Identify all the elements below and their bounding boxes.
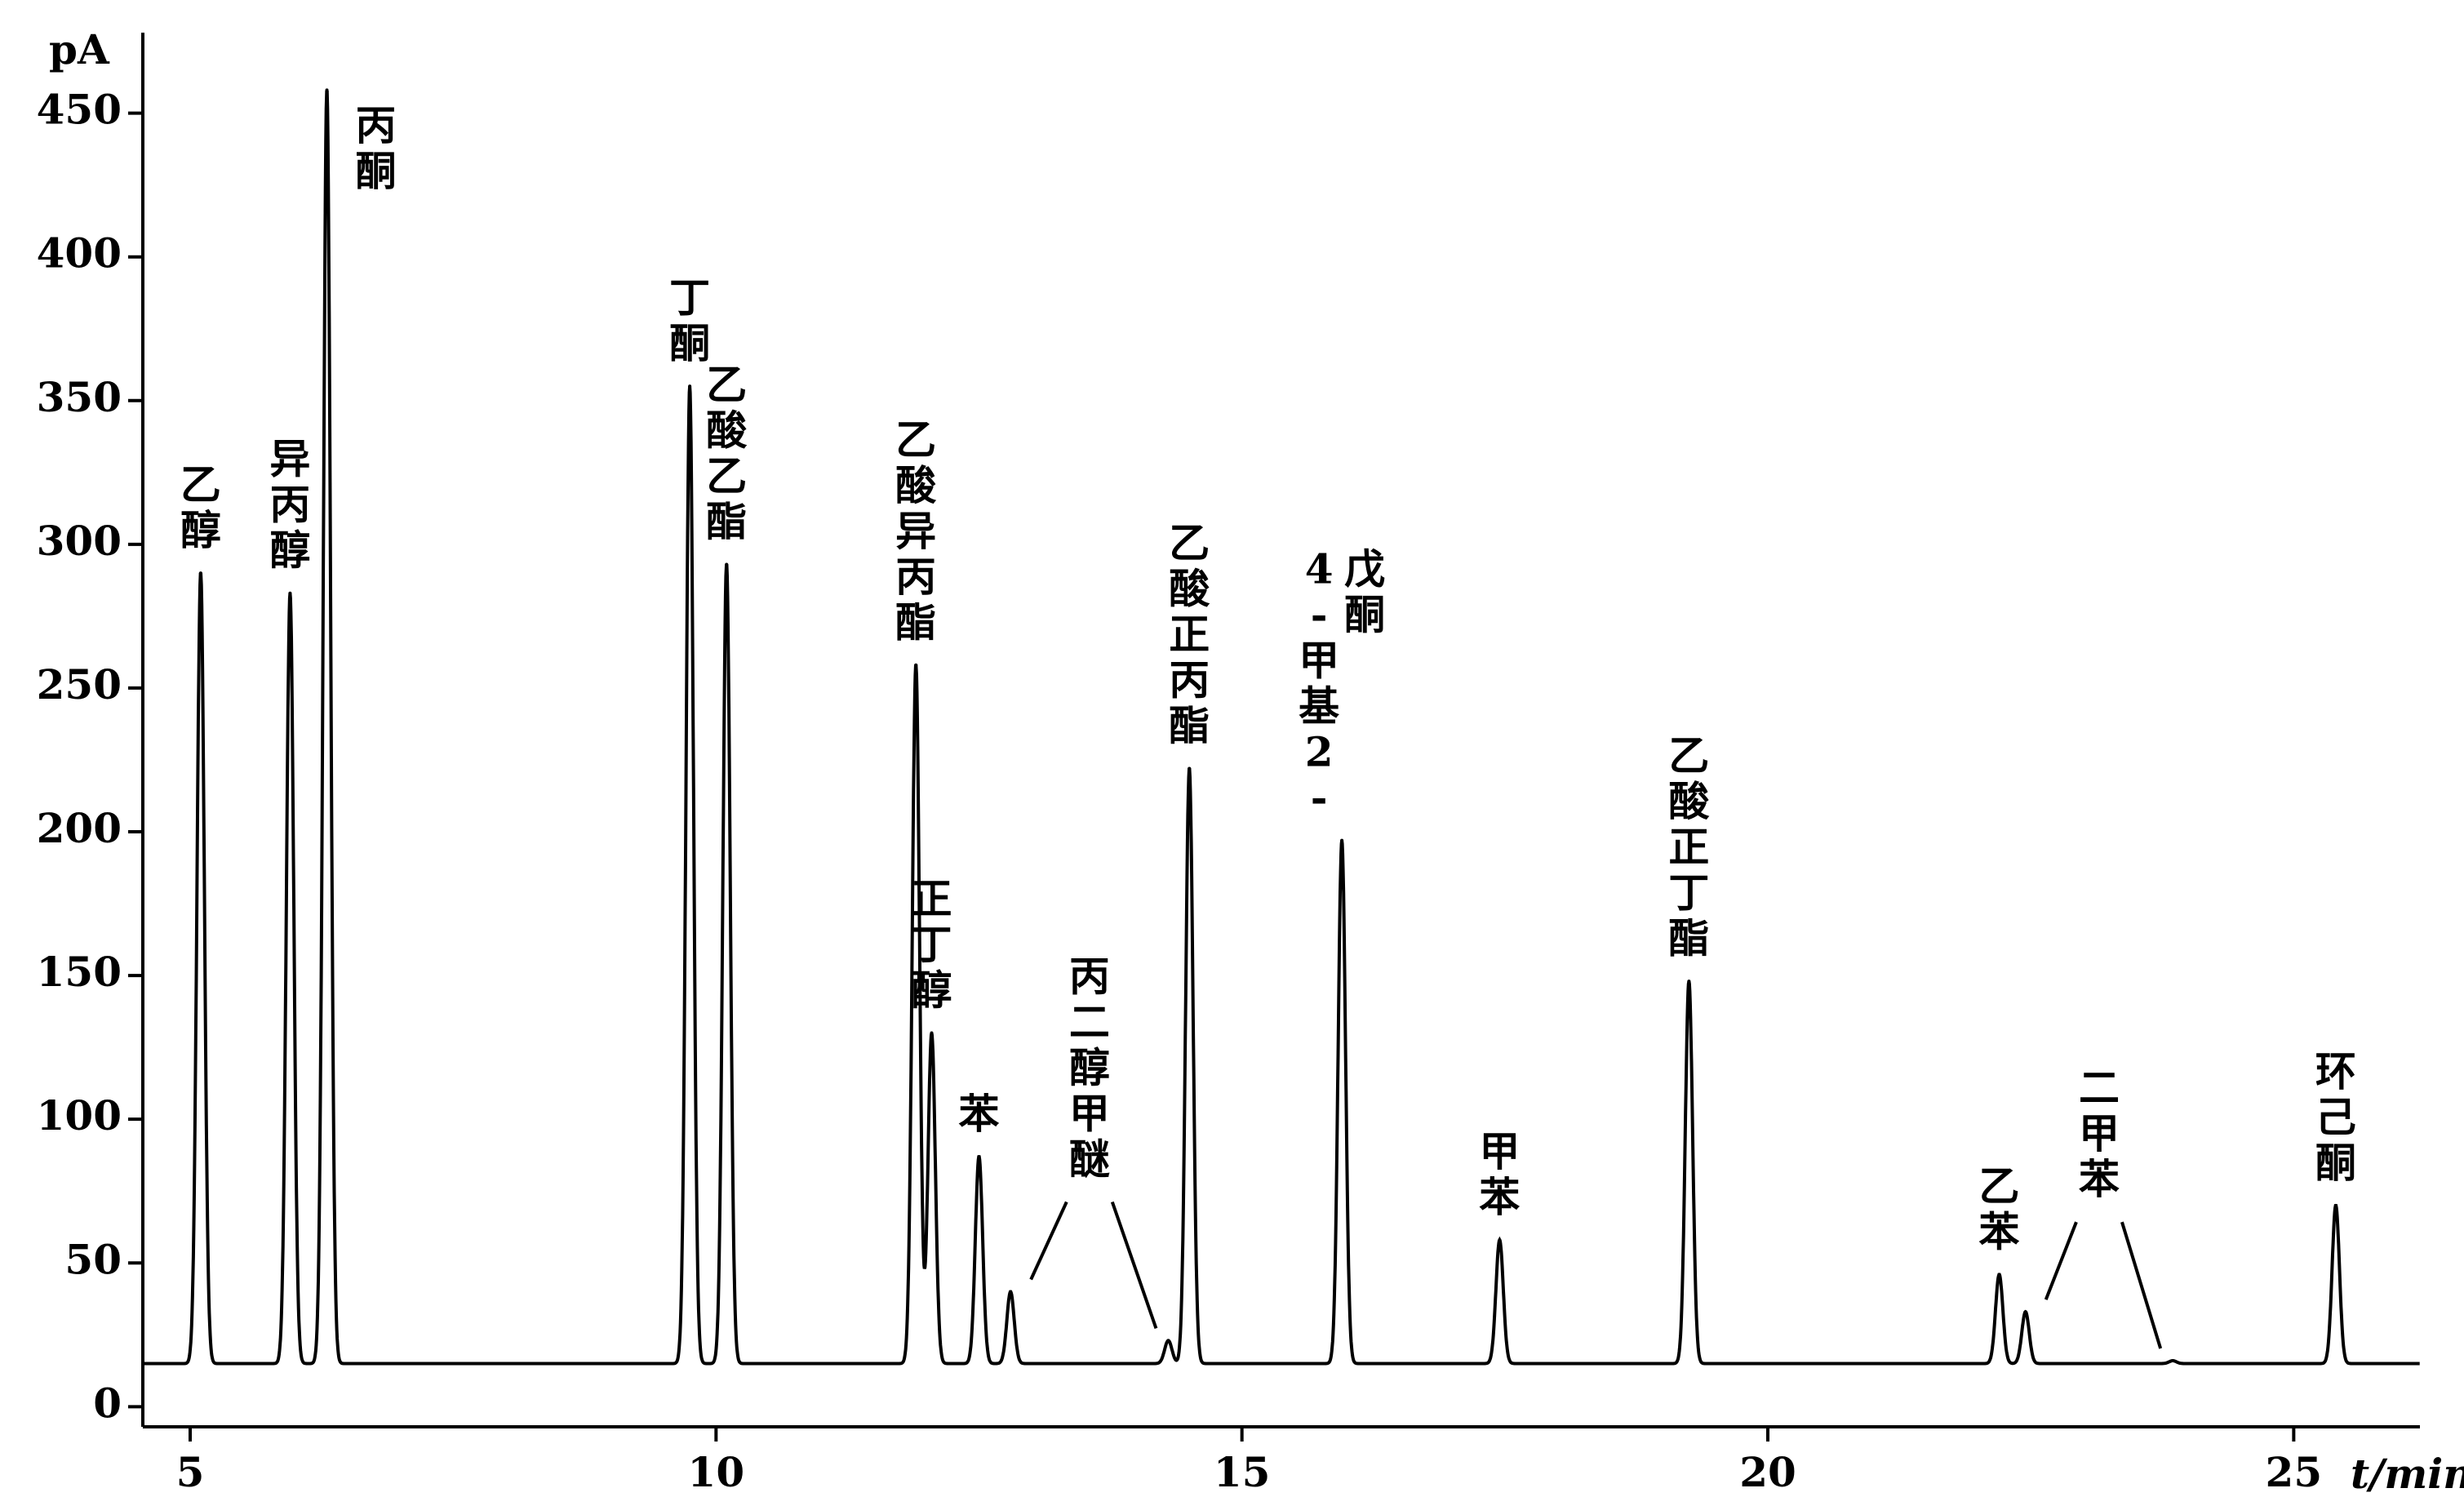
peak-apex <box>688 384 692 389</box>
y-tick-label: 0 <box>93 1379 122 1427</box>
leader <box>2044 1221 2078 1300</box>
peak-apex <box>1166 1339 1170 1343</box>
leader <box>1029 1201 1068 1281</box>
x-tick-label: 10 <box>688 1448 745 1496</box>
x-axis-label: t/min <box>2351 1450 2464 1498</box>
peak-label: 乙苯 <box>1979 1162 2020 1255</box>
x-tick-label: 15 <box>1214 1448 1271 1496</box>
peak-apex <box>198 571 202 575</box>
y-tick-label: 250 <box>37 660 122 709</box>
annotation: 二甲苯 <box>2079 1064 2120 1203</box>
peak-apex <box>288 591 292 595</box>
peak-label: 乙酸异丙酯 <box>895 415 937 646</box>
x-tick-label: 20 <box>1739 1448 1796 1496</box>
y-tick-label: 400 <box>37 229 122 278</box>
leader <box>1110 1201 1158 1330</box>
trace <box>143 91 2420 1366</box>
x-tick-label: 5 <box>176 1448 205 1496</box>
peak-label: 苯 <box>959 1090 1000 1138</box>
peak-apex <box>1009 1290 1013 1294</box>
peak-apex <box>1997 1273 2001 1277</box>
peak-apex <box>914 663 918 667</box>
y-tick-label: 350 <box>37 373 122 421</box>
peak-apex <box>2171 1359 2175 1363</box>
peak-apex <box>1498 1238 1502 1242</box>
annotation: 丙二醇甲醚 <box>1069 952 1110 1183</box>
y-tick-label: 150 <box>37 948 122 996</box>
y-axis-label: pA <box>49 25 110 73</box>
y-tick-label: 450 <box>37 86 122 134</box>
peak-apex <box>1687 980 1691 984</box>
peak-apex <box>325 88 329 92</box>
peak-label: 4 -甲基 2 -戊酮 <box>1299 545 1385 822</box>
peak-apex <box>725 562 729 566</box>
peak-label: 乙醇 <box>180 460 221 554</box>
y-tick-label: 100 <box>37 1091 122 1139</box>
peak-apex <box>1340 838 1344 842</box>
x-tick-label: 25 <box>2266 1448 2323 1496</box>
peak-apex <box>2333 1203 2337 1207</box>
peak-label: 异丙醇 <box>269 435 310 575</box>
peak-label: 乙酸正丁酯 <box>1668 731 1710 962</box>
peak-label: 正丁醇 <box>912 875 952 1015</box>
y-tick-label: 300 <box>37 517 122 565</box>
y-tick-label: 50 <box>64 1235 122 1283</box>
peak-label: 环己酮 <box>2315 1047 2356 1187</box>
peak-label: 丁酮 <box>669 273 710 367</box>
peak-label: 乙酸正丙酯 <box>1169 519 1210 750</box>
y-tick-label: 200 <box>37 804 122 852</box>
peak-apex <box>1188 766 1192 771</box>
peak-label: 乙酸乙酯 <box>706 361 748 546</box>
peak-label: 甲苯 <box>1479 1127 1520 1221</box>
peak-label: 丙酮 <box>356 101 397 195</box>
peak-apex <box>2023 1310 2027 1314</box>
peak-apex <box>930 1031 934 1035</box>
peak-apex <box>977 1154 981 1158</box>
leader <box>2120 1221 2163 1349</box>
